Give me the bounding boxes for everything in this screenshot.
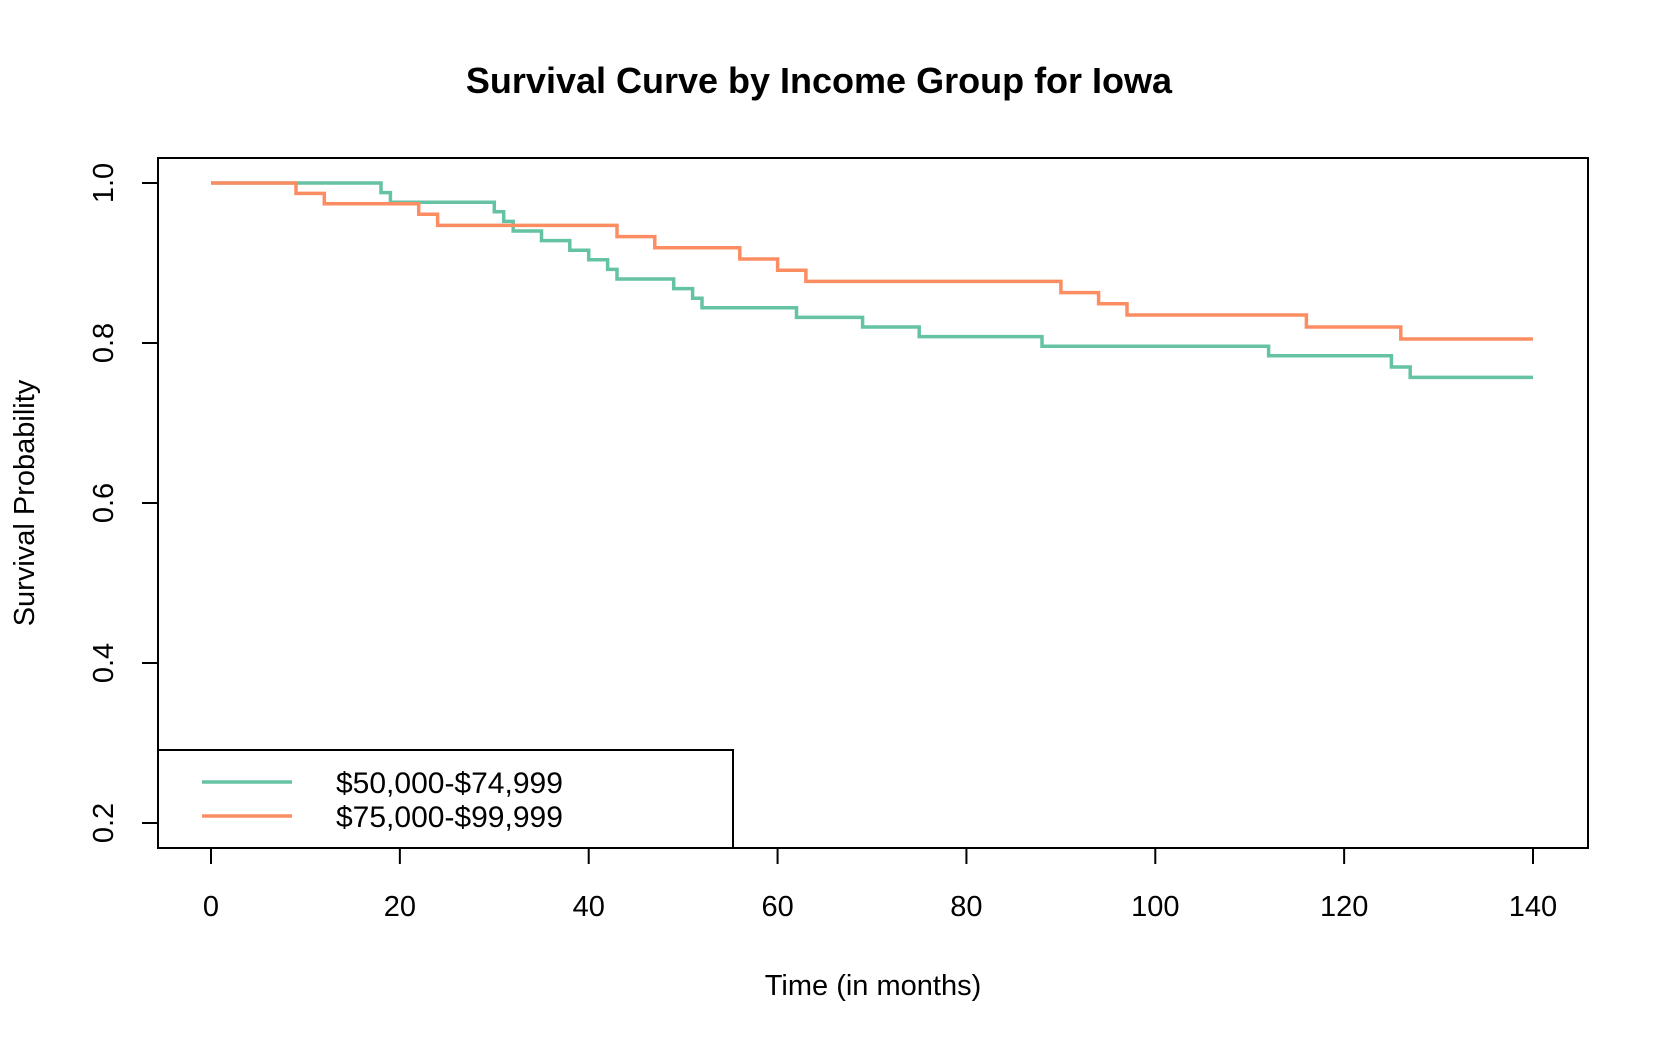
x-tick-label: 80	[950, 891, 982, 923]
y-tick-label: 0.2	[88, 803, 120, 843]
x-tick-label: 0	[203, 891, 219, 923]
x-tick-label: 120	[1320, 891, 1368, 923]
x-axis: 0 20 40 60 80 100 120 140	[203, 847, 1557, 923]
y-tick-label: 0.8	[88, 323, 120, 363]
x-tick-label: 140	[1509, 891, 1557, 923]
y-tick-label: 0.4	[88, 643, 120, 683]
legend-label-series-2: $75,000-$99,999	[336, 801, 563, 834]
series-line-2	[211, 181, 1533, 341]
x-tick-label: 100	[1131, 891, 1179, 923]
y-axis-label: Survival Probability	[9, 379, 41, 626]
series-layer	[211, 181, 1533, 380]
y-tick-label: 1.0	[88, 163, 120, 203]
legend-label-series-1: $50,000-$74,999	[336, 767, 563, 800]
legend: $50,000-$74,999 $75,000-$99,999	[157, 749, 734, 849]
legend-box	[157, 749, 734, 849]
x-axis-label: Time (in months)	[765, 970, 981, 1002]
y-axis: 0.2 0.4 0.6 0.8 1.0	[88, 163, 159, 843]
series-line-1	[211, 181, 1533, 380]
x-tick-label: 60	[761, 891, 793, 923]
chart-title: Survival Curve by Income Group for Iowa	[466, 60, 1173, 101]
x-tick-label: 20	[384, 891, 416, 923]
x-tick-label: 40	[573, 891, 605, 923]
y-tick-label: 0.6	[88, 483, 120, 523]
plot-frame	[157, 157, 1589, 849]
